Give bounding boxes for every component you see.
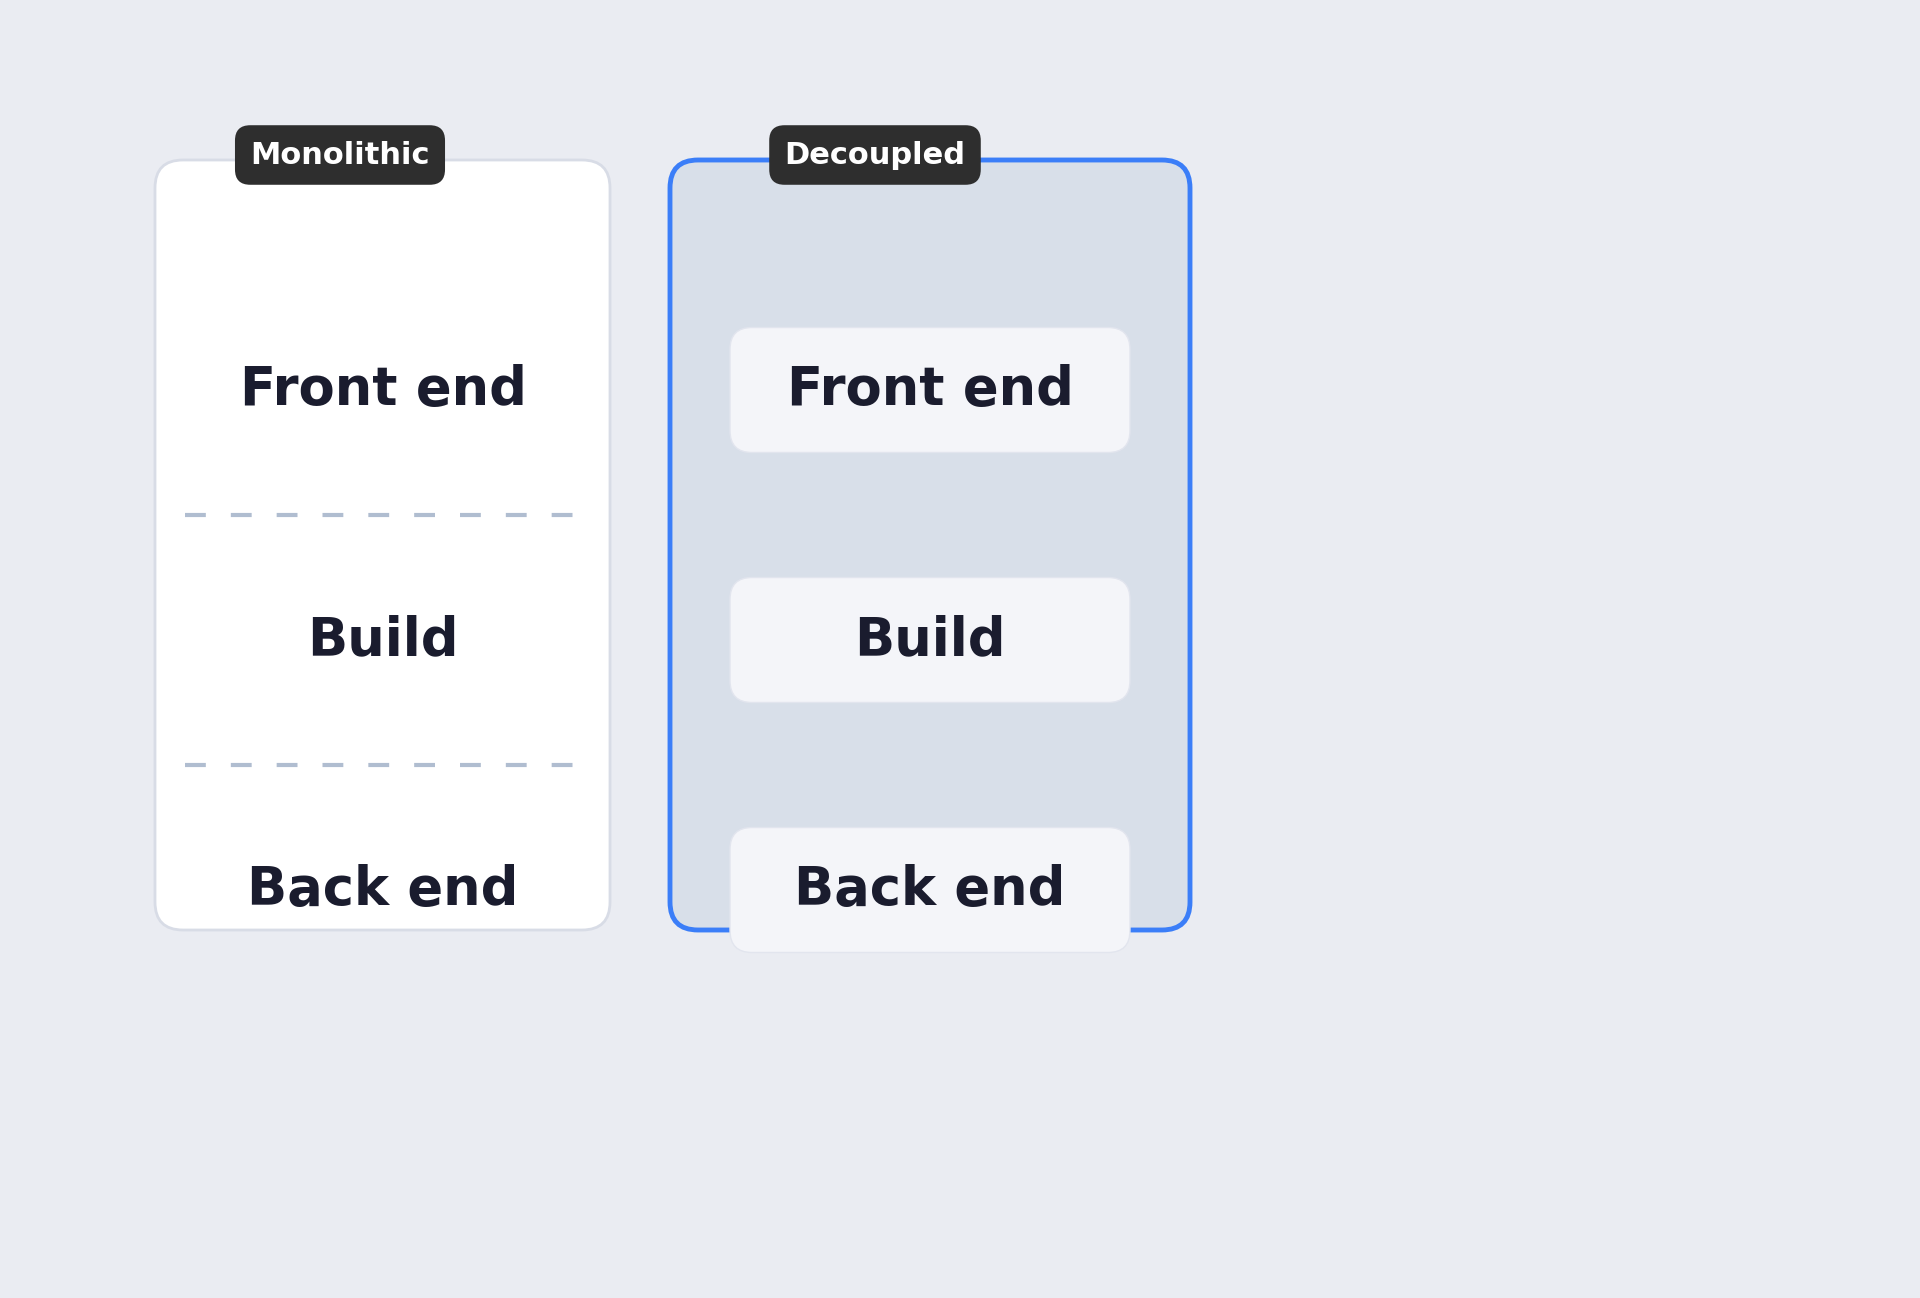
FancyBboxPatch shape bbox=[730, 578, 1131, 702]
Text: Front end: Front end bbox=[240, 363, 526, 415]
FancyBboxPatch shape bbox=[730, 828, 1131, 953]
Text: Monolithic: Monolithic bbox=[250, 140, 430, 170]
Text: Decoupled: Decoupled bbox=[785, 140, 966, 170]
FancyBboxPatch shape bbox=[156, 160, 611, 929]
Text: Front end: Front end bbox=[787, 363, 1073, 415]
Text: Back end: Back end bbox=[795, 864, 1066, 916]
FancyBboxPatch shape bbox=[730, 327, 1131, 453]
Text: Build: Build bbox=[854, 614, 1006, 666]
FancyBboxPatch shape bbox=[670, 160, 1190, 929]
Text: Build: Build bbox=[307, 614, 459, 666]
Text: Back end: Back end bbox=[248, 864, 518, 916]
